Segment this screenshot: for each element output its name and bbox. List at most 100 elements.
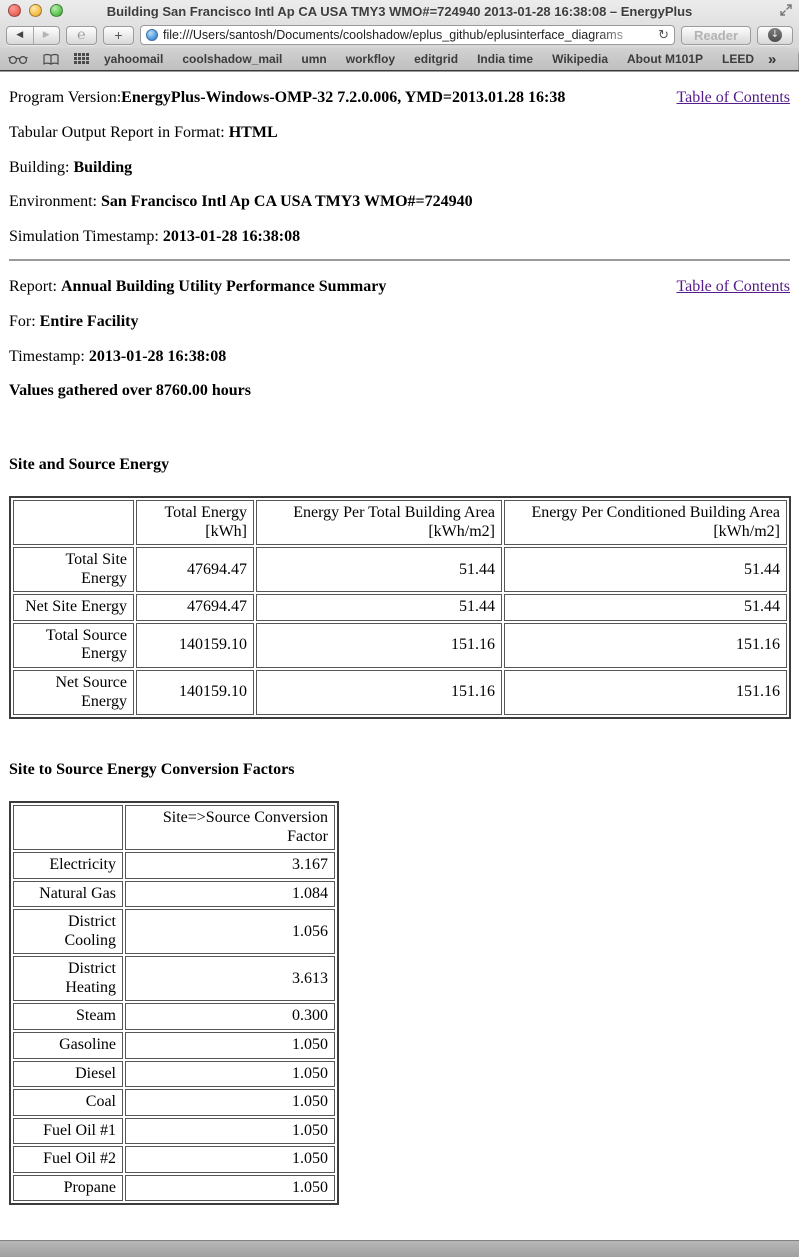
bookmarks-overflow-chevron[interactable]: » (768, 50, 777, 68)
row-header: Natural Gas (13, 880, 123, 908)
table-row: Net Source Energy 140159.10 151.16 151.16 (13, 670, 787, 716)
bookmark-item[interactable]: About M101P (627, 52, 704, 66)
table-cell: 3.167 (125, 852, 335, 879)
fullscreen-resize-icon[interactable] (779, 3, 793, 17)
column-header (13, 500, 134, 546)
table-cell: 140159.10 (136, 622, 254, 668)
timestamp-value: 2013-01-28 16:38:08 (88, 347, 227, 365)
section-divider (9, 258, 790, 261)
report-table: Total Energy [kWh] Energy Per Total Build… (9, 496, 791, 720)
table-row: District Cooling 1.056 (13, 909, 335, 955)
table-row: Total Source Energy 140159.10 151.16 151.16 (13, 622, 787, 668)
table-cell: 1.084 (125, 880, 335, 908)
program-version-line: Table of Contents Program Version:EnergyP… (9, 89, 790, 107)
table-row: Propane 1.050 (13, 1174, 335, 1202)
simulation-timestamp-line: Simulation Timestamp: 2013-01-28 16:38:0… (9, 228, 790, 246)
column-header: Site=>Source Conversion Factor (125, 805, 335, 851)
e-logo-icon: ℮ (77, 26, 86, 43)
building-line: Building: Building (9, 158, 790, 177)
zoom-window-button[interactable] (50, 4, 63, 17)
table-cell: 3.613 (125, 956, 335, 1002)
window-title: Building San Francisco Intl Ap CA USA TM… (106, 3, 693, 19)
output-format-line: Tabular Output Report in Format: HTML (9, 124, 790, 142)
browser-toolbar: ◀ ▶ ℮ + file:///Users/santosh/Documents/… (0, 22, 799, 48)
row-header: Fuel Oil #1 (13, 1117, 123, 1145)
bookmark-item[interactable]: India time (477, 52, 534, 66)
horizontal-scrollbar[interactable] (0, 1240, 799, 1257)
column-header (13, 805, 123, 851)
values-note-line: Values gathered over 8760.00 hours (9, 382, 790, 400)
e-logo-button[interactable]: ℮ (66, 25, 97, 45)
bookmark-item[interactable]: workfloy (345, 52, 396, 66)
table-cell: 1.050 (125, 1089, 335, 1116)
conversion-factors-heading: Site to Source Energy Conversion Factors (9, 761, 295, 779)
address-bar[interactable]: file:///Users/santosh/Documents/coolshad… (140, 25, 675, 45)
reading-list-glasses-icon[interactable] (8, 53, 28, 65)
column-header: Total Energy [kWh] (136, 500, 254, 546)
row-header: Total Source Energy (13, 622, 134, 668)
table-row: Natural Gas 1.084 (13, 880, 335, 908)
table-cell: 151.16 (504, 622, 787, 668)
bookmark-item[interactable]: LEED (722, 52, 755, 66)
back-button[interactable]: ◀ (7, 26, 34, 44)
program-version-value: EnergyPlus-Windows-OMP-32 7.2.0.006, YMD… (121, 89, 566, 106)
report-value: Annual Building Utility Performance Summ… (61, 277, 387, 295)
reader-button[interactable]: Reader (681, 25, 751, 45)
row-header: Coal (13, 1089, 123, 1116)
table-of-contents-link[interactable]: Table of Contents (676, 89, 790, 106)
bookmark-item[interactable]: Wikipedia (552, 52, 608, 66)
building-label: Building: (9, 158, 74, 176)
table-cell: 1.056 (125, 909, 335, 955)
bookmark-items: yahoomail coolshadow_mail umn workfloy editg… (104, 52, 754, 66)
table-cell: 1.050 (125, 1146, 335, 1173)
forward-button[interactable]: ▶ (42, 29, 50, 40)
downloads-button[interactable]: ↓ (757, 25, 793, 45)
close-window-button[interactable] (8, 4, 21, 17)
url-text[interactable]: file:///Users/santosh/Documents/coolshad… (163, 28, 623, 42)
refresh-icon[interactable]: ↻ (658, 27, 669, 43)
environment-line: Environment: San Francisco Intl Ap CA US… (9, 193, 790, 211)
plus-icon: + (114, 27, 123, 43)
bookmark-item[interactable]: umn (301, 52, 327, 66)
table-row: Total Site Energy 47694.47 51.44 51.44 (13, 547, 787, 593)
for-line: For: Entire Facility (9, 312, 790, 331)
row-header: District Heating (13, 956, 123, 1002)
for-value: Entire Facility (39, 312, 139, 330)
timestamp-label: Timestamp: (9, 347, 89, 365)
table-row: Steam 0.300 (13, 1003, 335, 1031)
environment-label: Environment: (9, 193, 101, 211)
table-row: Electricity 3.167 (13, 852, 335, 879)
history-nav-control: ◀ ▶ (6, 25, 60, 45)
minimize-window-button[interactable] (29, 4, 42, 17)
for-label: For: (9, 312, 40, 330)
bookmark-item[interactable]: yahoomail (104, 52, 164, 66)
table-row: Coal 1.050 (13, 1089, 335, 1116)
sim-timestamp-value: 2013-01-28 16:38:08 (162, 228, 301, 246)
row-header: Net Source Energy (13, 670, 134, 716)
row-header: Propane (13, 1174, 123, 1202)
top-sites-grid-icon[interactable] (74, 53, 90, 65)
table-cell: 151.16 (256, 670, 502, 716)
building-value: Building (73, 158, 133, 176)
table-row: Gasoline 1.050 (13, 1032, 335, 1059)
bookmark-item[interactable]: editgrid (414, 52, 459, 66)
table-of-contents-link[interactable]: Table of Contents (676, 277, 790, 295)
table-cell: 47694.47 (136, 594, 254, 621)
download-icon: ↓ (768, 28, 782, 42)
row-header: Steam (13, 1003, 123, 1031)
report-line: Table of Contents Report: Annual Building… (9, 277, 790, 296)
values-note: Values gathered over 8760.00 hours (9, 382, 251, 400)
table-row: Fuel Oil #2 1.050 (13, 1146, 335, 1173)
table-header-row: Total Energy [kWh] Energy Per Total Build… (13, 500, 787, 546)
bookmark-item[interactable]: coolshadow_mail (182, 52, 283, 66)
bookmarks-book-icon[interactable] (42, 53, 60, 66)
table-cell: 1.050 (125, 1060, 335, 1088)
report-table: Site=>Source Conversion Factor Electricit… (9, 801, 339, 1206)
program-version-label: Program Version: (9, 89, 122, 106)
table-row: District Heating 3.613 (13, 956, 335, 1002)
add-button[interactable]: + (103, 25, 134, 45)
table-header-row: Site=>Source Conversion Factor (13, 805, 335, 851)
timestamp-line: Timestamp: 2013-01-28 16:38:08 (9, 347, 790, 366)
page-content: Table of Contents Program Version:EnergyP… (0, 72, 799, 1241)
